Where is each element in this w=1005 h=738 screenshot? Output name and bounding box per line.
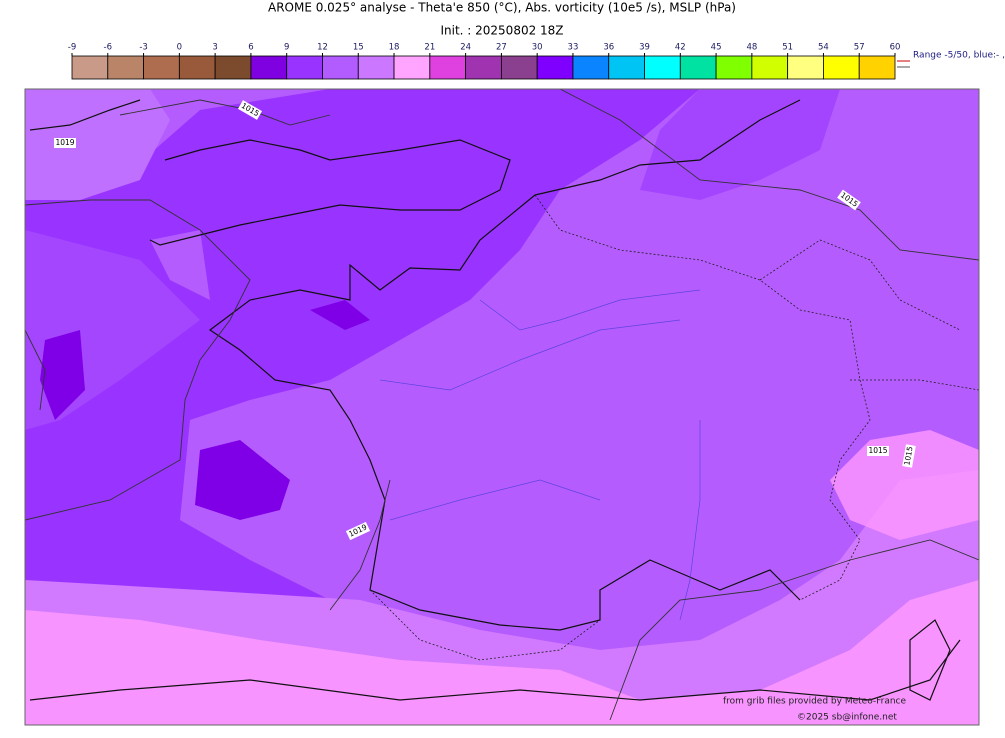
theta-band [830,430,979,540]
isobar [609,539,979,721]
coastline [29,99,141,131]
colorbar-box [322,55,359,80]
colorbar-tick-label: 45 [711,43,722,53]
theta-core [195,440,290,520]
theta-band [25,580,979,725]
colorbar-box [393,55,431,80]
colorbar-tick-label: 51 [782,43,793,53]
isobar [25,199,251,521]
isobar [559,89,979,261]
colorbar-box [250,55,288,80]
coastline [29,639,961,701]
coastline [909,619,951,701]
isobar-label: 1015 [902,444,916,468]
colorbar-tick-label: 30 [532,43,543,53]
coastline [149,139,511,246]
credit: ©2025 sb@infone.net [797,713,897,723]
colorbar-tick-label: 33 [568,43,579,53]
colorbar-box [644,55,681,80]
isobar-label-text: 1019 [55,138,74,147]
colorbar-box [536,55,574,80]
coastline [208,194,801,631]
colorbar-tick-label: 21 [424,43,435,53]
colorbar-tick-label: 15 [353,43,364,53]
theta-band [150,230,210,300]
colorbar-box [823,55,860,80]
isobar [329,479,391,611]
river [389,479,601,521]
river [679,420,701,621]
isobar-label-text: 1015 [868,446,887,455]
colorbar-box [71,55,109,80]
colorbar-box [787,55,824,80]
isobar-label-box [837,189,861,211]
colorbar-box [286,55,323,80]
colorbar: -9 -6 -3 0 3 6 9 12 15 18 21 24 27 30 33 36 39 42 45 48 51 54… [68,43,901,80]
isobar-label: 1015 [867,446,889,456]
colorbar-tick-label: 24 [460,43,471,53]
isobar-label-box [237,100,263,120]
border [534,194,871,601]
colorbar-box [751,55,789,80]
colorbar-tick-label: 48 [746,43,757,53]
colorbar-tick-label: 36 [603,43,614,53]
colorbar-box [357,55,395,80]
colorbar-tick-label: 6 [248,43,253,53]
border [850,379,979,391]
colorbar-tick-label: 27 [496,43,507,53]
credit: from grib files provided by Meteo-France [723,697,906,707]
colorbar-tick-label: -6 [104,43,112,53]
theta-band [25,89,170,200]
isobar [25,329,46,411]
init-time: Init. : 20250802 18Z [440,24,563,38]
colorbar-tick-label: 9 [284,43,289,53]
colorbar-box [429,55,467,80]
isobar-label: 1019 [54,138,76,148]
colorbar-box [143,55,180,80]
colorbar-tick-label: 42 [675,43,686,53]
colorbar-tick-label: 54 [818,43,829,53]
colorbar-box [178,55,216,80]
colorbar-box [715,55,753,80]
isobar-label-box [867,446,889,456]
border [369,589,601,661]
colorbar-box [858,55,896,80]
map-frame [24,88,980,726]
title: AROME 0.025° analyse - Theta'e 850 (°C),… [268,1,736,15]
colorbar-box [500,55,538,80]
colorbar-tick-label: 12 [317,43,328,53]
colorbar-box [107,55,144,80]
colorbar-box [214,55,252,80]
border [759,239,961,331]
colorbar-tick-label: 39 [639,43,650,53]
river [479,289,701,331]
isobar-label-box [345,521,371,541]
colorbar-box [465,55,502,80]
theta-core [40,330,85,420]
colorbar-tick-label: -3 [139,43,147,53]
colorbar-box [679,55,717,80]
colorbar-box [608,55,645,80]
colorbar-tick-label: -9 [68,43,76,53]
theta-band [25,89,700,620]
river [379,319,681,391]
colorbar-tick-label: 60 [890,43,901,53]
isobar-label-text: 1015 [902,446,914,467]
range-note: Range -5/50, blue:- , r [913,51,1005,61]
colorbar-tick-label: 18 [389,43,400,53]
isobar-label-box [902,444,916,468]
isobar-label-box [54,138,76,148]
colorbar-tick-label: 3 [212,43,217,53]
coastline [534,99,801,196]
theta-core [310,300,370,330]
colorbar-tick-label: 0 [177,43,182,53]
colorbar-tick-label: 57 [854,43,865,53]
colorbar-box [572,55,610,80]
